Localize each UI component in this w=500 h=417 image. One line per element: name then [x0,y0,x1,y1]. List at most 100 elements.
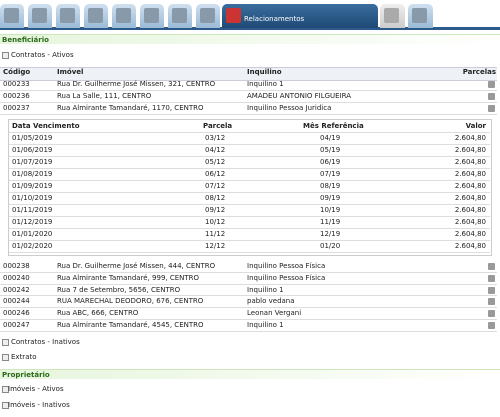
column-header: Parcelas [462,68,496,76]
group-label[interactable]: Extrato [11,353,37,361]
cell: 000236 [3,92,30,100]
sub-row [9,133,490,145]
column-header: Inquilino [247,68,282,76]
table-row[interactable] [0,273,497,285]
expand-button[interactable] [488,81,495,88]
cell: 000242 [3,285,30,294]
cell: Leonan Vergani [247,309,302,318]
cell: 2.604,80 [454,194,486,202]
cell: Rua La Salle, 111, CENTRO [57,92,152,100]
sub-row [9,145,490,157]
expand-button[interactable] [488,322,495,329]
expand-button[interactable] [488,274,495,282]
cell: 04/12 [205,146,226,154]
group-label[interactable]: Contratos - Inativos [11,338,80,346]
tab[interactable] [112,4,136,28]
section-header: Proprietário [0,369,500,379]
cell: 09/19 [320,194,341,202]
cell: 08/19 [320,182,341,190]
cell: 04/19 [320,134,341,142]
tab-label: Relacionamentos [244,15,305,23]
group-label[interactable]: Imóveis - Ativos [8,385,64,393]
cell: 03/12 [205,134,226,142]
expand-button[interactable] [488,298,495,306]
toggle[interactable] [2,52,9,59]
cell: 000237 [3,104,30,112]
cell: 01/09/2019 [12,182,53,190]
cell: 2.604,80 [454,134,486,142]
cell: 01/11/2019 [12,206,53,214]
cell: 11/19 [320,218,341,226]
cell: 2.604,80 [454,218,486,226]
cell: 09/12 [205,206,226,214]
cell: 01/01/2020 [12,230,53,238]
tab[interactable] [28,4,52,28]
cell: Inquilino Pessoa Juridica [247,104,332,112]
cell: Rua Almirante Tamandaré, 4545, CENTRO [57,321,204,329]
cell: 06/19 [320,158,341,166]
cell: 12/19 [320,230,341,238]
cell: 05/12 [205,158,226,166]
table-row[interactable] [0,320,497,332]
cell: pablo vedana [247,297,295,306]
cell: 000233 [3,80,30,88]
table-row[interactable] [0,296,497,309]
expand-button[interactable] [488,286,495,294]
cell: Inquilino 1 [247,321,284,329]
table-row[interactable] [0,261,497,273]
sub-row [9,193,490,205]
tab[interactable] [196,4,220,28]
group-label[interactable]: Contratos - Ativos [11,51,74,59]
tab-bar [0,27,500,30]
tab[interactable] [168,4,192,28]
toggle[interactable] [2,402,9,409]
cell: 2.604,80 [454,182,486,190]
column-header: Valor [465,122,486,130]
cell: 01/07/2019 [12,158,53,166]
toggle[interactable] [2,339,9,346]
cell: Rua Dr. Guilherme José Missen, 444, CENT… [57,262,216,270]
sub-row [9,241,490,253]
cell: Rua Almirante Tamandaré, 999, CENTRO [57,273,200,282]
expand-button[interactable] [488,263,495,270]
tab[interactable] [408,4,433,28]
cell: 10/19 [320,206,341,214]
group-label[interactable]: Imóveis - Inativos [8,401,70,409]
cell: 05/19 [320,146,341,154]
cell: 000238 [3,262,30,270]
tab[interactable] [140,4,164,28]
cell: Inquilino 1 [247,285,284,294]
cell: 08/12 [205,194,226,202]
cell: 2.604,80 [454,206,486,214]
cell: 06/12 [205,170,226,178]
expand-button[interactable] [488,310,495,318]
table-row[interactable] [0,79,497,91]
cell: Inquilino 1 [247,80,284,88]
sub-row [9,181,490,193]
toggle[interactable] [2,386,9,393]
cell: 01/12/2019 [12,218,53,226]
cell: 01/08/2019 [12,170,53,178]
expand-button[interactable] [488,93,495,100]
sub-row [9,169,490,181]
toggle[interactable] [2,354,9,361]
sub-row [9,229,490,241]
cell: 000246 [3,309,30,318]
table-row[interactable] [0,103,497,115]
table-row[interactable] [0,308,497,320]
tab[interactable] [84,4,108,28]
column-header: Mês Referência [303,122,364,130]
tab[interactable] [56,4,80,28]
cell: 11/12 [205,230,226,238]
sub-table [8,119,492,256]
cell: 07/19 [320,170,341,178]
tab[interactable] [0,4,24,28]
cell: 01/20 [320,242,341,250]
table-row[interactable] [0,285,497,297]
table-row[interactable] [0,91,497,103]
cell: 2.604,80 [454,158,486,166]
tab[interactable] [380,4,405,28]
expand-button[interactable] [488,105,495,112]
active-tab[interactable]: Relacionamentos [222,4,378,28]
